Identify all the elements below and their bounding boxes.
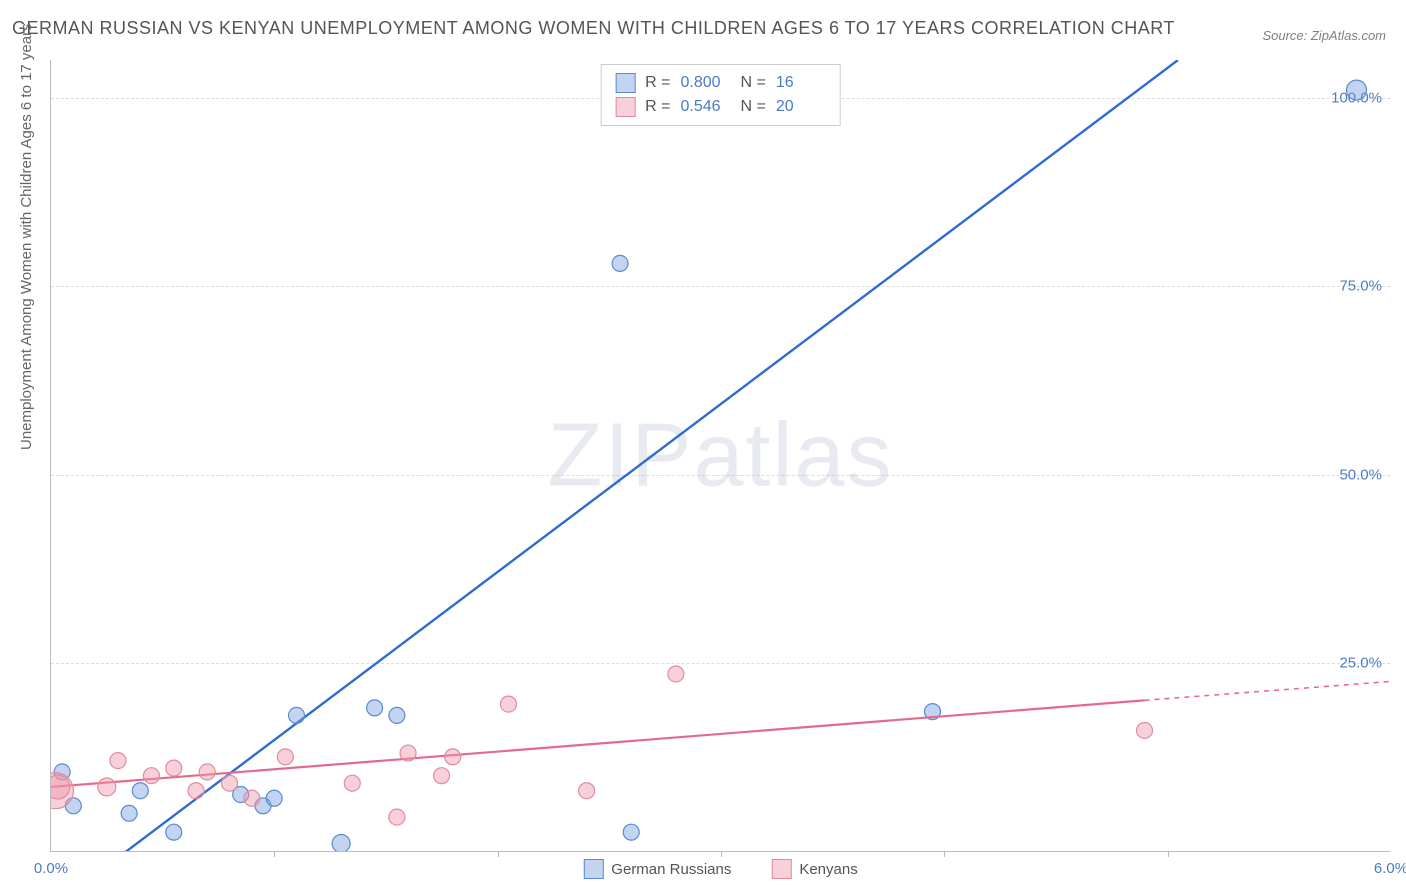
swatch-bottom-german-russians — [583, 859, 603, 879]
data-point — [332, 834, 350, 851]
data-point — [579, 783, 595, 799]
data-point — [266, 790, 282, 806]
n-value-german-russians: 16 — [776, 71, 826, 95]
data-point — [244, 790, 260, 806]
y-axis-label: Unemployment Among Women with Children A… — [18, 23, 35, 450]
x-tick-label: 6.0% — [1374, 860, 1406, 877]
data-point — [166, 824, 182, 840]
data-point — [668, 666, 684, 682]
data-point — [188, 783, 204, 799]
r-value-german-russians: 0.800 — [681, 71, 731, 95]
legend-label-kenyans: Kenyans — [799, 861, 857, 878]
data-point — [222, 775, 238, 791]
data-point — [389, 707, 405, 723]
swatch-kenyans — [615, 97, 635, 117]
x-tick — [1168, 851, 1169, 857]
x-tick-label: 0.0% — [34, 860, 68, 877]
data-point — [400, 745, 416, 761]
legend-item-kenyans: Kenyans — [771, 859, 857, 879]
correlation-legend: R = 0.800 N = 16 R = 0.546 N = 20 — [600, 64, 841, 126]
chart-svg — [51, 60, 1390, 851]
swatch-german-russians — [615, 73, 635, 93]
data-point — [277, 749, 293, 765]
data-point — [98, 778, 116, 796]
trend-line-extension — [1145, 682, 1390, 701]
x-tick — [944, 851, 945, 857]
x-tick — [498, 851, 499, 857]
data-point — [288, 707, 304, 723]
x-tick — [721, 851, 722, 857]
data-point — [367, 700, 383, 716]
data-point — [199, 764, 215, 780]
swatch-bottom-kenyans — [771, 859, 791, 879]
chart-title: GERMAN RUSSIAN VS KENYAN UNEMPLOYMENT AM… — [12, 18, 1175, 39]
data-point — [1347, 80, 1367, 100]
legend-label-german-russians: German Russians — [611, 861, 731, 878]
data-point — [612, 255, 628, 271]
trend-line — [107, 60, 1178, 851]
data-point — [344, 775, 360, 791]
r-value-kenyans: 0.546 — [681, 95, 731, 119]
data-point — [110, 753, 126, 769]
x-tick — [274, 851, 275, 857]
n-value-kenyans: 20 — [776, 95, 826, 119]
data-point — [434, 768, 450, 784]
data-point — [623, 824, 639, 840]
plot-area: ZIPatlas R = 0.800 N = 16 R = 0.546 N = … — [50, 60, 1390, 852]
data-point — [389, 809, 405, 825]
legend-item-german-russians: German Russians — [583, 859, 731, 879]
legend-row-german-russians: R = 0.800 N = 16 — [615, 71, 826, 95]
data-point — [121, 805, 137, 821]
data-point — [166, 760, 182, 776]
data-point — [51, 775, 70, 799]
series-legend: German Russians Kenyans — [583, 859, 857, 879]
legend-row-kenyans: R = 0.546 N = 20 — [615, 95, 826, 119]
data-point — [132, 783, 148, 799]
source-attribution: Source: ZipAtlas.com — [1262, 28, 1386, 43]
data-point — [445, 749, 461, 765]
data-point — [1137, 722, 1153, 738]
data-point — [500, 696, 516, 712]
data-point — [143, 768, 159, 784]
